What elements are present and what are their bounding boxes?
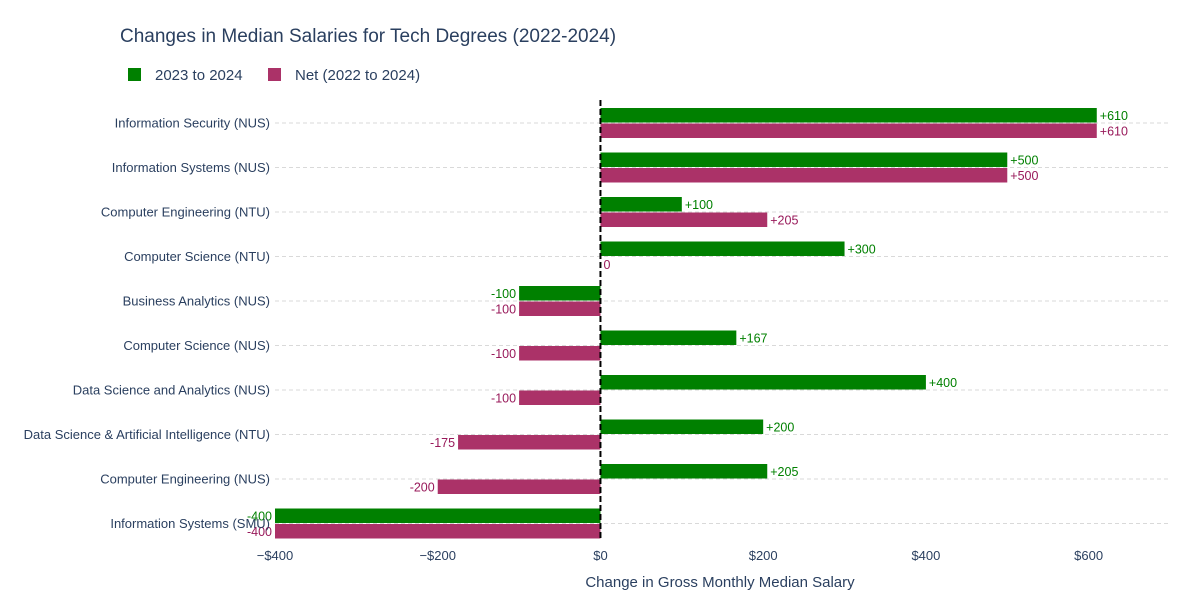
category-label: Information Systems (SMU)	[110, 516, 270, 531]
bar-series-2[interactable]	[458, 435, 601, 450]
category-label: Information Systems (NUS)	[112, 160, 270, 175]
category-label: Computer Engineering (NUS)	[100, 472, 270, 487]
category-labels: Information Security (NUS) Information Sy…	[24, 116, 270, 532]
x-tick-label: $0	[593, 548, 607, 563]
data-label-series-2: -200	[410, 480, 435, 494]
bar-series-2[interactable]	[437, 479, 601, 495]
data-label-series-1: +205	[770, 465, 798, 479]
data-label-series-1: -400	[247, 509, 272, 523]
data-label-series-2: -400	[247, 525, 272, 539]
data-label-series-2: +205	[770, 213, 798, 227]
legend: 2023 to 2024 Net (2022 to 2024)	[128, 67, 420, 84]
data-label-series-2: -100	[491, 347, 516, 361]
chart-title: Changes in Median Salaries for Tech Degr…	[120, 26, 616, 47]
bar-series-1[interactable]	[275, 508, 601, 524]
x-axis-ticks: −$400 −$200 $0 $200 $400 $600	[257, 548, 1103, 563]
category-label: Computer Science (NTU)	[124, 249, 270, 264]
data-label-series-1: +300	[848, 242, 876, 256]
category-label: Data Science & Artificial Intelligence (…	[24, 427, 270, 442]
bar-series-2[interactable]	[600, 168, 1008, 183]
bar-series-2[interactable]	[519, 346, 601, 361]
data-label-series-2: 0	[603, 258, 610, 272]
bar-series-2[interactable]	[600, 123, 1097, 139]
bar-series-1[interactable]	[600, 419, 764, 435]
x-tick-label: −$200	[419, 548, 456, 563]
data-label-series-1: +200	[766, 420, 794, 434]
bar-series-2[interactable]	[600, 212, 768, 228]
category-label: Computer Engineering (NTU)	[101, 205, 270, 220]
legend-swatch-series-1	[128, 68, 141, 81]
legend-label-series-2: Net (2022 to 2024)	[295, 67, 420, 84]
bar-series-1[interactable]	[600, 108, 1097, 123]
bar-series-1[interactable]	[600, 330, 737, 346]
data-label-series-2: +500	[1010, 169, 1038, 183]
data-label-series-2: -100	[491, 302, 516, 316]
data-labels: +610+610+500+500+100+205+3000-100-100+16…	[247, 109, 1128, 539]
x-tick-label: $400	[911, 548, 940, 563]
bar-series-1[interactable]	[600, 464, 768, 479]
bar-series-1[interactable]	[600, 375, 926, 390]
x-tick-label: −$400	[257, 548, 294, 563]
legend-item-series-2[interactable]: Net (2022 to 2024)	[268, 67, 420, 84]
data-label-series-2: -100	[491, 391, 516, 405]
data-label-series-2: -175	[430, 436, 455, 450]
category-label: Information Security (NUS)	[115, 116, 270, 131]
x-tick-label: $600	[1074, 548, 1103, 563]
category-label: Computer Science (NUS)	[123, 338, 270, 353]
data-label-series-1: +100	[685, 198, 713, 212]
x-axis-title: Change in Gross Monthly Median Salary	[585, 574, 855, 591]
bar-series-2[interactable]	[275, 524, 601, 539]
data-label-series-1: +610	[1100, 109, 1128, 123]
category-label: Business Analytics (NUS)	[123, 294, 270, 309]
bar-series-1[interactable]	[600, 241, 845, 257]
data-label-series-1: +167	[739, 331, 767, 345]
bars	[275, 108, 1097, 539]
legend-label-series-1: 2023 to 2024	[155, 67, 243, 84]
legend-swatch-series-2	[268, 68, 281, 81]
data-label-series-1: -100	[491, 287, 516, 301]
data-label-series-1: +400	[929, 376, 957, 390]
bar-series-2[interactable]	[519, 301, 601, 317]
x-tick-label: $200	[749, 548, 778, 563]
bar-series-1[interactable]	[600, 152, 1008, 168]
bar-series-1[interactable]	[600, 197, 682, 212]
data-label-series-1: +500	[1010, 153, 1038, 167]
bar-series-1[interactable]	[519, 286, 601, 301]
bar-series-2[interactable]	[519, 390, 601, 406]
data-label-series-2: +610	[1100, 124, 1128, 138]
category-label: Data Science and Analytics (NUS)	[73, 383, 270, 398]
gridlines	[275, 122, 1170, 524]
legend-item-series-1[interactable]: 2023 to 2024	[128, 67, 243, 84]
